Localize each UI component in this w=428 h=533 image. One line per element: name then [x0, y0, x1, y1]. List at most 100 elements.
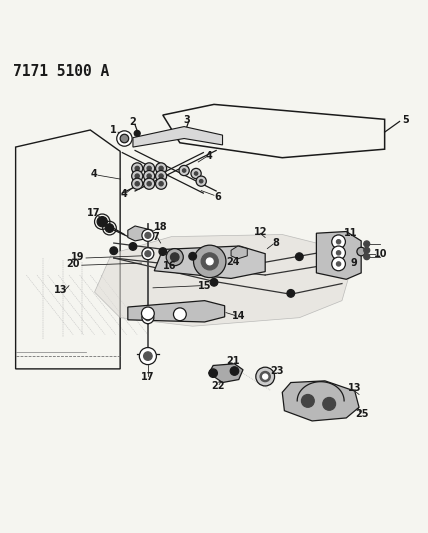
Circle shape — [199, 180, 203, 183]
Text: 20: 20 — [66, 260, 80, 269]
Text: 25: 25 — [356, 409, 369, 419]
Text: 23: 23 — [270, 366, 284, 376]
Circle shape — [364, 254, 370, 260]
Circle shape — [135, 174, 140, 178]
Circle shape — [170, 253, 179, 261]
Circle shape — [147, 182, 151, 186]
Text: 13: 13 — [54, 285, 67, 295]
Circle shape — [159, 182, 163, 186]
Circle shape — [364, 247, 370, 253]
Circle shape — [263, 374, 268, 379]
Circle shape — [145, 251, 151, 257]
Text: 21: 21 — [226, 356, 240, 366]
Circle shape — [336, 251, 341, 255]
Text: 11: 11 — [344, 228, 357, 238]
Circle shape — [230, 367, 239, 375]
Polygon shape — [128, 226, 152, 241]
Circle shape — [159, 174, 163, 178]
Circle shape — [191, 168, 201, 179]
Circle shape — [144, 178, 155, 189]
Text: 7171 5100 A: 7171 5100 A — [14, 64, 110, 79]
Circle shape — [147, 174, 151, 178]
Circle shape — [357, 247, 366, 256]
Text: 24: 24 — [226, 257, 240, 267]
Text: 6: 6 — [214, 191, 221, 201]
Circle shape — [145, 232, 151, 238]
Circle shape — [155, 163, 166, 174]
Circle shape — [332, 257, 345, 271]
Polygon shape — [133, 126, 223, 147]
Circle shape — [189, 253, 196, 260]
Circle shape — [159, 248, 166, 255]
Circle shape — [336, 262, 341, 266]
Circle shape — [144, 171, 155, 182]
Text: 5: 5 — [403, 115, 409, 125]
Circle shape — [301, 394, 314, 407]
Circle shape — [194, 172, 198, 175]
Text: 12: 12 — [254, 227, 268, 237]
Text: 2: 2 — [130, 117, 137, 127]
Circle shape — [120, 134, 129, 143]
Circle shape — [144, 352, 152, 360]
Polygon shape — [154, 246, 265, 278]
Circle shape — [122, 135, 128, 141]
Text: 17: 17 — [141, 373, 155, 382]
Polygon shape — [128, 301, 225, 322]
Text: 4: 4 — [120, 189, 127, 199]
Circle shape — [159, 166, 163, 171]
Text: 3: 3 — [183, 115, 190, 125]
Circle shape — [132, 163, 143, 174]
Circle shape — [132, 178, 143, 189]
Text: 4: 4 — [205, 151, 212, 160]
Circle shape — [140, 348, 156, 365]
Circle shape — [145, 314, 151, 321]
Text: 9: 9 — [351, 258, 357, 268]
Circle shape — [196, 176, 206, 187]
Circle shape — [332, 235, 345, 248]
Circle shape — [134, 131, 140, 136]
Text: 14: 14 — [232, 311, 246, 320]
Circle shape — [117, 131, 132, 146]
Circle shape — [334, 253, 342, 261]
Text: 4: 4 — [90, 169, 97, 179]
Text: 17: 17 — [87, 208, 101, 218]
Circle shape — [336, 240, 341, 244]
Circle shape — [256, 367, 275, 386]
Polygon shape — [231, 246, 247, 259]
Text: 10: 10 — [374, 249, 387, 259]
Circle shape — [142, 248, 154, 260]
Circle shape — [287, 289, 294, 297]
Circle shape — [260, 372, 270, 382]
Circle shape — [97, 216, 107, 227]
Text: 18: 18 — [154, 222, 167, 232]
Circle shape — [206, 258, 213, 265]
Polygon shape — [209, 364, 243, 383]
Text: 19: 19 — [71, 252, 84, 262]
Circle shape — [144, 163, 155, 174]
Circle shape — [166, 248, 183, 265]
Circle shape — [332, 246, 345, 260]
Circle shape — [142, 312, 154, 324]
Circle shape — [105, 224, 114, 232]
Polygon shape — [316, 231, 361, 279]
Circle shape — [364, 241, 370, 247]
Circle shape — [147, 166, 151, 171]
Circle shape — [173, 308, 186, 321]
Polygon shape — [95, 235, 351, 326]
Circle shape — [179, 165, 189, 176]
Circle shape — [135, 182, 140, 186]
Circle shape — [129, 243, 137, 251]
Circle shape — [135, 166, 140, 171]
Circle shape — [132, 171, 143, 182]
Text: 1: 1 — [110, 125, 117, 135]
Circle shape — [110, 247, 118, 255]
Circle shape — [209, 369, 217, 377]
Circle shape — [155, 178, 166, 189]
Circle shape — [155, 171, 166, 182]
Circle shape — [182, 169, 186, 172]
Circle shape — [193, 245, 226, 278]
Circle shape — [142, 229, 154, 241]
Text: 13: 13 — [348, 383, 362, 393]
Circle shape — [295, 253, 303, 261]
Text: 15: 15 — [198, 281, 211, 290]
